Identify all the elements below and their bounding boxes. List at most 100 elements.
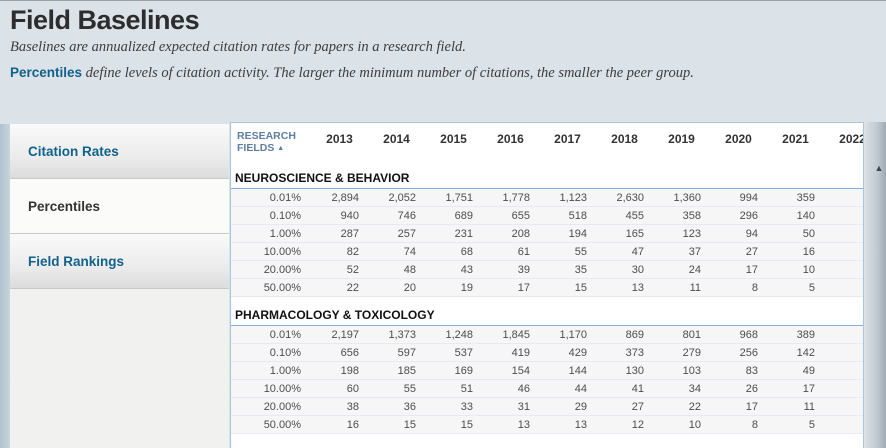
value-cell-2018: 455 bbox=[625, 210, 644, 222]
table-row: 20.00% 38 36 33 31 29 27 22 17 11 bbox=[231, 398, 863, 416]
value-cell-2013: 198 bbox=[340, 365, 359, 377]
value-cell-2015: 231 bbox=[454, 228, 473, 240]
value-cell-2018: 373 bbox=[625, 347, 644, 359]
value-cell-2013: 60 bbox=[346, 383, 359, 395]
percentile-cell: 0.10% bbox=[269, 347, 301, 359]
section-header: NEUROSCIENCE & BEHAVIOR bbox=[231, 167, 863, 189]
value-cell-2020: 968 bbox=[739, 329, 758, 341]
value-cell-2013: 38 bbox=[346, 401, 359, 413]
value-cell-2017: 194 bbox=[568, 228, 587, 240]
value-cell-2022 bbox=[824, 261, 863, 278]
year-column-header-2014: 2014 bbox=[383, 132, 410, 146]
table-body: NEUROSCIENCE & BEHAVIOR 0.01% 2,894 2,052 1,… bbox=[231, 167, 863, 434]
value-cell-2013: 22 bbox=[346, 282, 359, 294]
table-row: 0.01% 2,197 1,373 1,248 1,845 1,170 869 801 968 3… bbox=[231, 326, 863, 344]
value-cell-2013: 16 bbox=[346, 419, 359, 431]
value-cell-2020: 8 bbox=[751, 282, 758, 294]
percentile-cell: 0.01% bbox=[269, 192, 301, 204]
scroll-up-icon[interactable]: ▲ bbox=[874, 163, 884, 173]
value-cell-2013: 52 bbox=[346, 264, 359, 276]
sidebar-item-field-rankings[interactable]: Field Rankings bbox=[10, 234, 229, 289]
value-cell-2017: 1,123 bbox=[559, 192, 587, 204]
value-cell-2014: 2,052 bbox=[388, 192, 416, 204]
value-cell-2021: 140 bbox=[796, 210, 815, 222]
value-cell-2018: 30 bbox=[631, 264, 644, 276]
value-cell-2017: 13 bbox=[574, 419, 587, 431]
window-top-edge bbox=[0, 0, 886, 1]
value-cell-2022 bbox=[824, 398, 863, 415]
value-cell-2014: 597 bbox=[397, 347, 416, 359]
sidebar-item-label: Citation Rates bbox=[28, 143, 119, 159]
percentile-cell: 20.00% bbox=[263, 264, 301, 276]
page-title: Field Baselines bbox=[10, 5, 200, 35]
value-cell-2014: 185 bbox=[397, 365, 416, 377]
percentile-cell: 0.10% bbox=[269, 210, 301, 222]
value-cell-2015: 1,751 bbox=[445, 192, 473, 204]
value-cell-2019: 801 bbox=[682, 329, 701, 341]
value-cell-2019: 1,360 bbox=[673, 192, 701, 204]
section-gap bbox=[231, 297, 863, 304]
table-row: 1.00% 287 257 231 208 194 165 123 94 50 bbox=[231, 225, 863, 243]
table-row: 0.01% 2,894 2,052 1,751 1,778 1,123 2,630 1,360… bbox=[231, 189, 863, 207]
table-row: 50.00% 22 20 19 17 15 13 11 8 5 bbox=[231, 279, 863, 297]
value-cell-2017: 144 bbox=[568, 365, 587, 377]
value-cell-2014: 15 bbox=[403, 419, 416, 431]
sidebar-item-label: Percentiles bbox=[28, 198, 101, 214]
year-column-header-2019: 2019 bbox=[668, 132, 695, 146]
percentile-cell: 10.00% bbox=[263, 383, 301, 395]
research-fields-sort-header[interactable]: RESEARCH FIELDS ▲ bbox=[237, 130, 315, 156]
research-fields-label-line2: FIELDS bbox=[237, 142, 275, 154]
value-cell-2013: 2,894 bbox=[331, 192, 359, 204]
sidebar-item-citation-rates[interactable]: Citation Rates bbox=[10, 124, 229, 179]
year-column-header-2022: 2022 bbox=[839, 132, 864, 146]
value-cell-2016: 208 bbox=[511, 228, 530, 240]
percentiles-link[interactable]: Percentiles bbox=[10, 65, 83, 80]
value-cell-2021: 5 bbox=[808, 419, 815, 431]
value-cell-2013: 2,197 bbox=[331, 329, 359, 341]
value-cell-2019: 10 bbox=[688, 419, 701, 431]
value-cell-2018: 869 bbox=[625, 329, 644, 341]
value-cell-2019: 358 bbox=[682, 210, 701, 222]
value-cell-2016: 39 bbox=[517, 264, 530, 276]
year-column-header-2020: 2020 bbox=[725, 132, 752, 146]
value-cell-2013: 287 bbox=[340, 228, 359, 240]
value-cell-2016: 655 bbox=[511, 210, 530, 222]
year-column-header-2018: 2018 bbox=[611, 132, 638, 146]
value-cell-2017: 1,170 bbox=[559, 329, 587, 341]
table-row: 1.00% 198 185 169 154 144 130 103 83 49 bbox=[231, 362, 863, 380]
value-cell-2018: 130 bbox=[625, 365, 644, 377]
year-column-header-2015: 2015 bbox=[440, 132, 467, 146]
value-cell-2016: 1,778 bbox=[502, 192, 530, 204]
percentile-cell: 0.01% bbox=[269, 329, 301, 341]
value-cell-2017: 518 bbox=[568, 210, 587, 222]
value-cell-2015: 43 bbox=[460, 264, 473, 276]
value-cell-2020: 256 bbox=[739, 347, 758, 359]
value-cell-2016: 46 bbox=[517, 383, 530, 395]
table-row: 10.00% 60 55 51 46 44 41 34 26 17 bbox=[231, 380, 863, 398]
value-cell-2020: 8 bbox=[751, 419, 758, 431]
sidebar-item-percentiles[interactable]: Percentiles bbox=[10, 179, 229, 234]
value-cell-2017: 55 bbox=[574, 246, 587, 258]
value-cell-2014: 257 bbox=[397, 228, 416, 240]
value-cell-2015: 537 bbox=[454, 347, 473, 359]
value-cell-2019: 34 bbox=[688, 383, 701, 395]
value-cell-2020: 94 bbox=[745, 228, 758, 240]
percentiles-note: Percentiles define levels of citation ac… bbox=[10, 62, 730, 84]
value-cell-2020: 27 bbox=[745, 246, 758, 258]
value-cell-2018: 13 bbox=[631, 282, 644, 294]
value-cell-2021: 359 bbox=[796, 192, 815, 204]
percentile-cell: 10.00% bbox=[263, 246, 301, 258]
percentiles-note-text: define levels of citation activity. The … bbox=[82, 65, 694, 81]
table-header-row: RESEARCH FIELDS ▲ 2013 2014 2015 2016 2017 20… bbox=[231, 123, 863, 167]
value-cell-2018: 165 bbox=[625, 228, 644, 240]
value-cell-2021: 10 bbox=[802, 264, 815, 276]
percentile-cell: 50.00% bbox=[263, 419, 301, 431]
value-cell-2018: 47 bbox=[631, 246, 644, 258]
value-cell-2020: 296 bbox=[739, 210, 758, 222]
value-cell-2016: 1,845 bbox=[502, 329, 530, 341]
value-cell-2017: 429 bbox=[568, 347, 587, 359]
table-row: 0.10% 656 597 537 419 429 373 279 256 142 bbox=[231, 344, 863, 362]
section-header: PHARMACOLOGY & TOXICOLOGY bbox=[231, 304, 863, 326]
value-cell-2021: 49 bbox=[802, 365, 815, 377]
value-cell-2016: 17 bbox=[517, 282, 530, 294]
